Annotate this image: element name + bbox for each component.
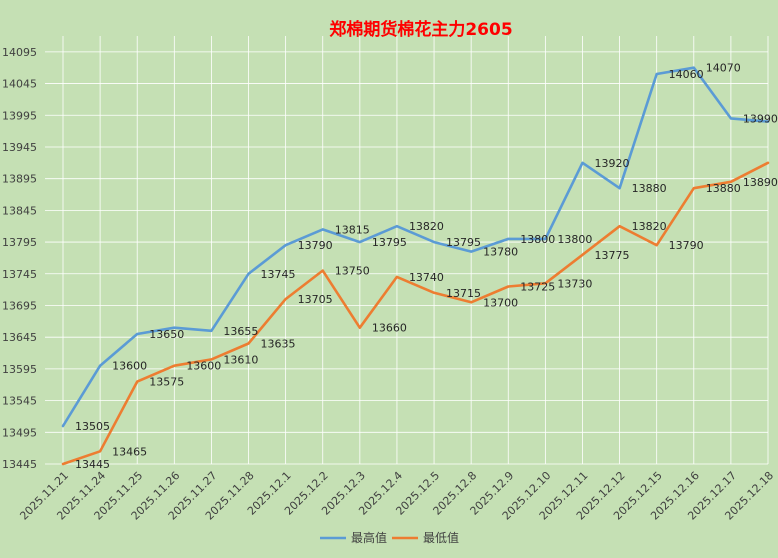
data-label-high: 14060 [669,68,704,81]
y-tick-label: 13945 [2,141,37,154]
x-axis-ticks: 2025.11.212025.11.242025.11.252025.11.26… [17,469,776,523]
data-label-low: 13660 [372,322,407,335]
data-label-high: 13745 [261,268,296,281]
data-label-low: 13465 [112,445,147,458]
data-label-high: 13800 [520,233,555,246]
y-tick-label: 14095 [2,46,37,59]
data-label-high: 13655 [223,325,258,338]
data-label-low: 13700 [483,296,518,309]
y-axis-ticks: 13445 13495 13545 13595 13645 13695 13745 13795… [2,46,37,471]
legend-label: 最高值 [351,530,387,545]
y-tick-label: 13595 [2,363,37,376]
data-label-high: 13505 [75,420,110,433]
y-tick-label: 13495 [2,426,37,439]
data-label-low: 13740 [409,271,444,284]
data-label-low: 13775 [594,249,629,262]
y-tick-label: 13645 [2,331,37,344]
y-tick-label: 13845 [2,204,37,217]
data-label-high: 13795 [372,236,407,249]
data-label-low: 13575 [149,376,184,389]
data-label-low: 13725 [520,280,555,293]
y-tick-label: 13795 [2,236,37,249]
data-label-high: 13815 [335,223,370,236]
legend-label: 最低值 [423,530,459,545]
data-label-low: 13635 [261,338,296,351]
data-label-low: 13730 [557,277,592,290]
y-tick-label: 13895 [2,173,37,186]
y-tick-label: 13445 [2,458,37,471]
y-tick-label: 14045 [2,78,37,91]
data-label-high: 13920 [594,157,629,170]
data-label-high: 13790 [298,239,333,252]
data-label-high: 13990 [743,112,778,125]
data-label-low: 13600 [186,360,221,373]
data-label-high: 13795 [446,236,481,249]
data-label-low: 13880 [706,182,741,195]
y-tick-label: 13745 [2,268,37,281]
data-label-high: 13820 [409,220,444,233]
series-line-high [61,66,770,428]
data-label-low: 13705 [298,293,333,306]
data-label-high: 13800 [557,233,592,246]
data-label-low: 13890 [743,176,778,189]
y-tick-label: 13995 [2,109,37,122]
data-label-high: 13600 [112,360,147,373]
chart-title: 郑棉期货棉花主力2605 [329,19,512,40]
y-tick-label: 13695 [2,299,37,312]
data-label-high: 14070 [706,62,741,75]
data-label-low: 13820 [632,220,667,233]
data-label-low: 13790 [669,239,704,252]
series-lines [61,66,770,466]
legend: 最高值 最低值 [320,530,459,545]
gridlines [45,36,769,465]
series-line-low [61,161,770,466]
y-tick-label: 13545 [2,395,37,408]
data-label-low: 13445 [75,458,110,471]
data-label-high: 13780 [483,246,518,259]
data-label-low: 13750 [335,265,370,278]
data-label-high: 13650 [149,328,184,341]
data-label-low: 13715 [446,287,481,300]
data-label-low: 13610 [223,353,258,366]
data-label-high: 13880 [632,182,667,195]
